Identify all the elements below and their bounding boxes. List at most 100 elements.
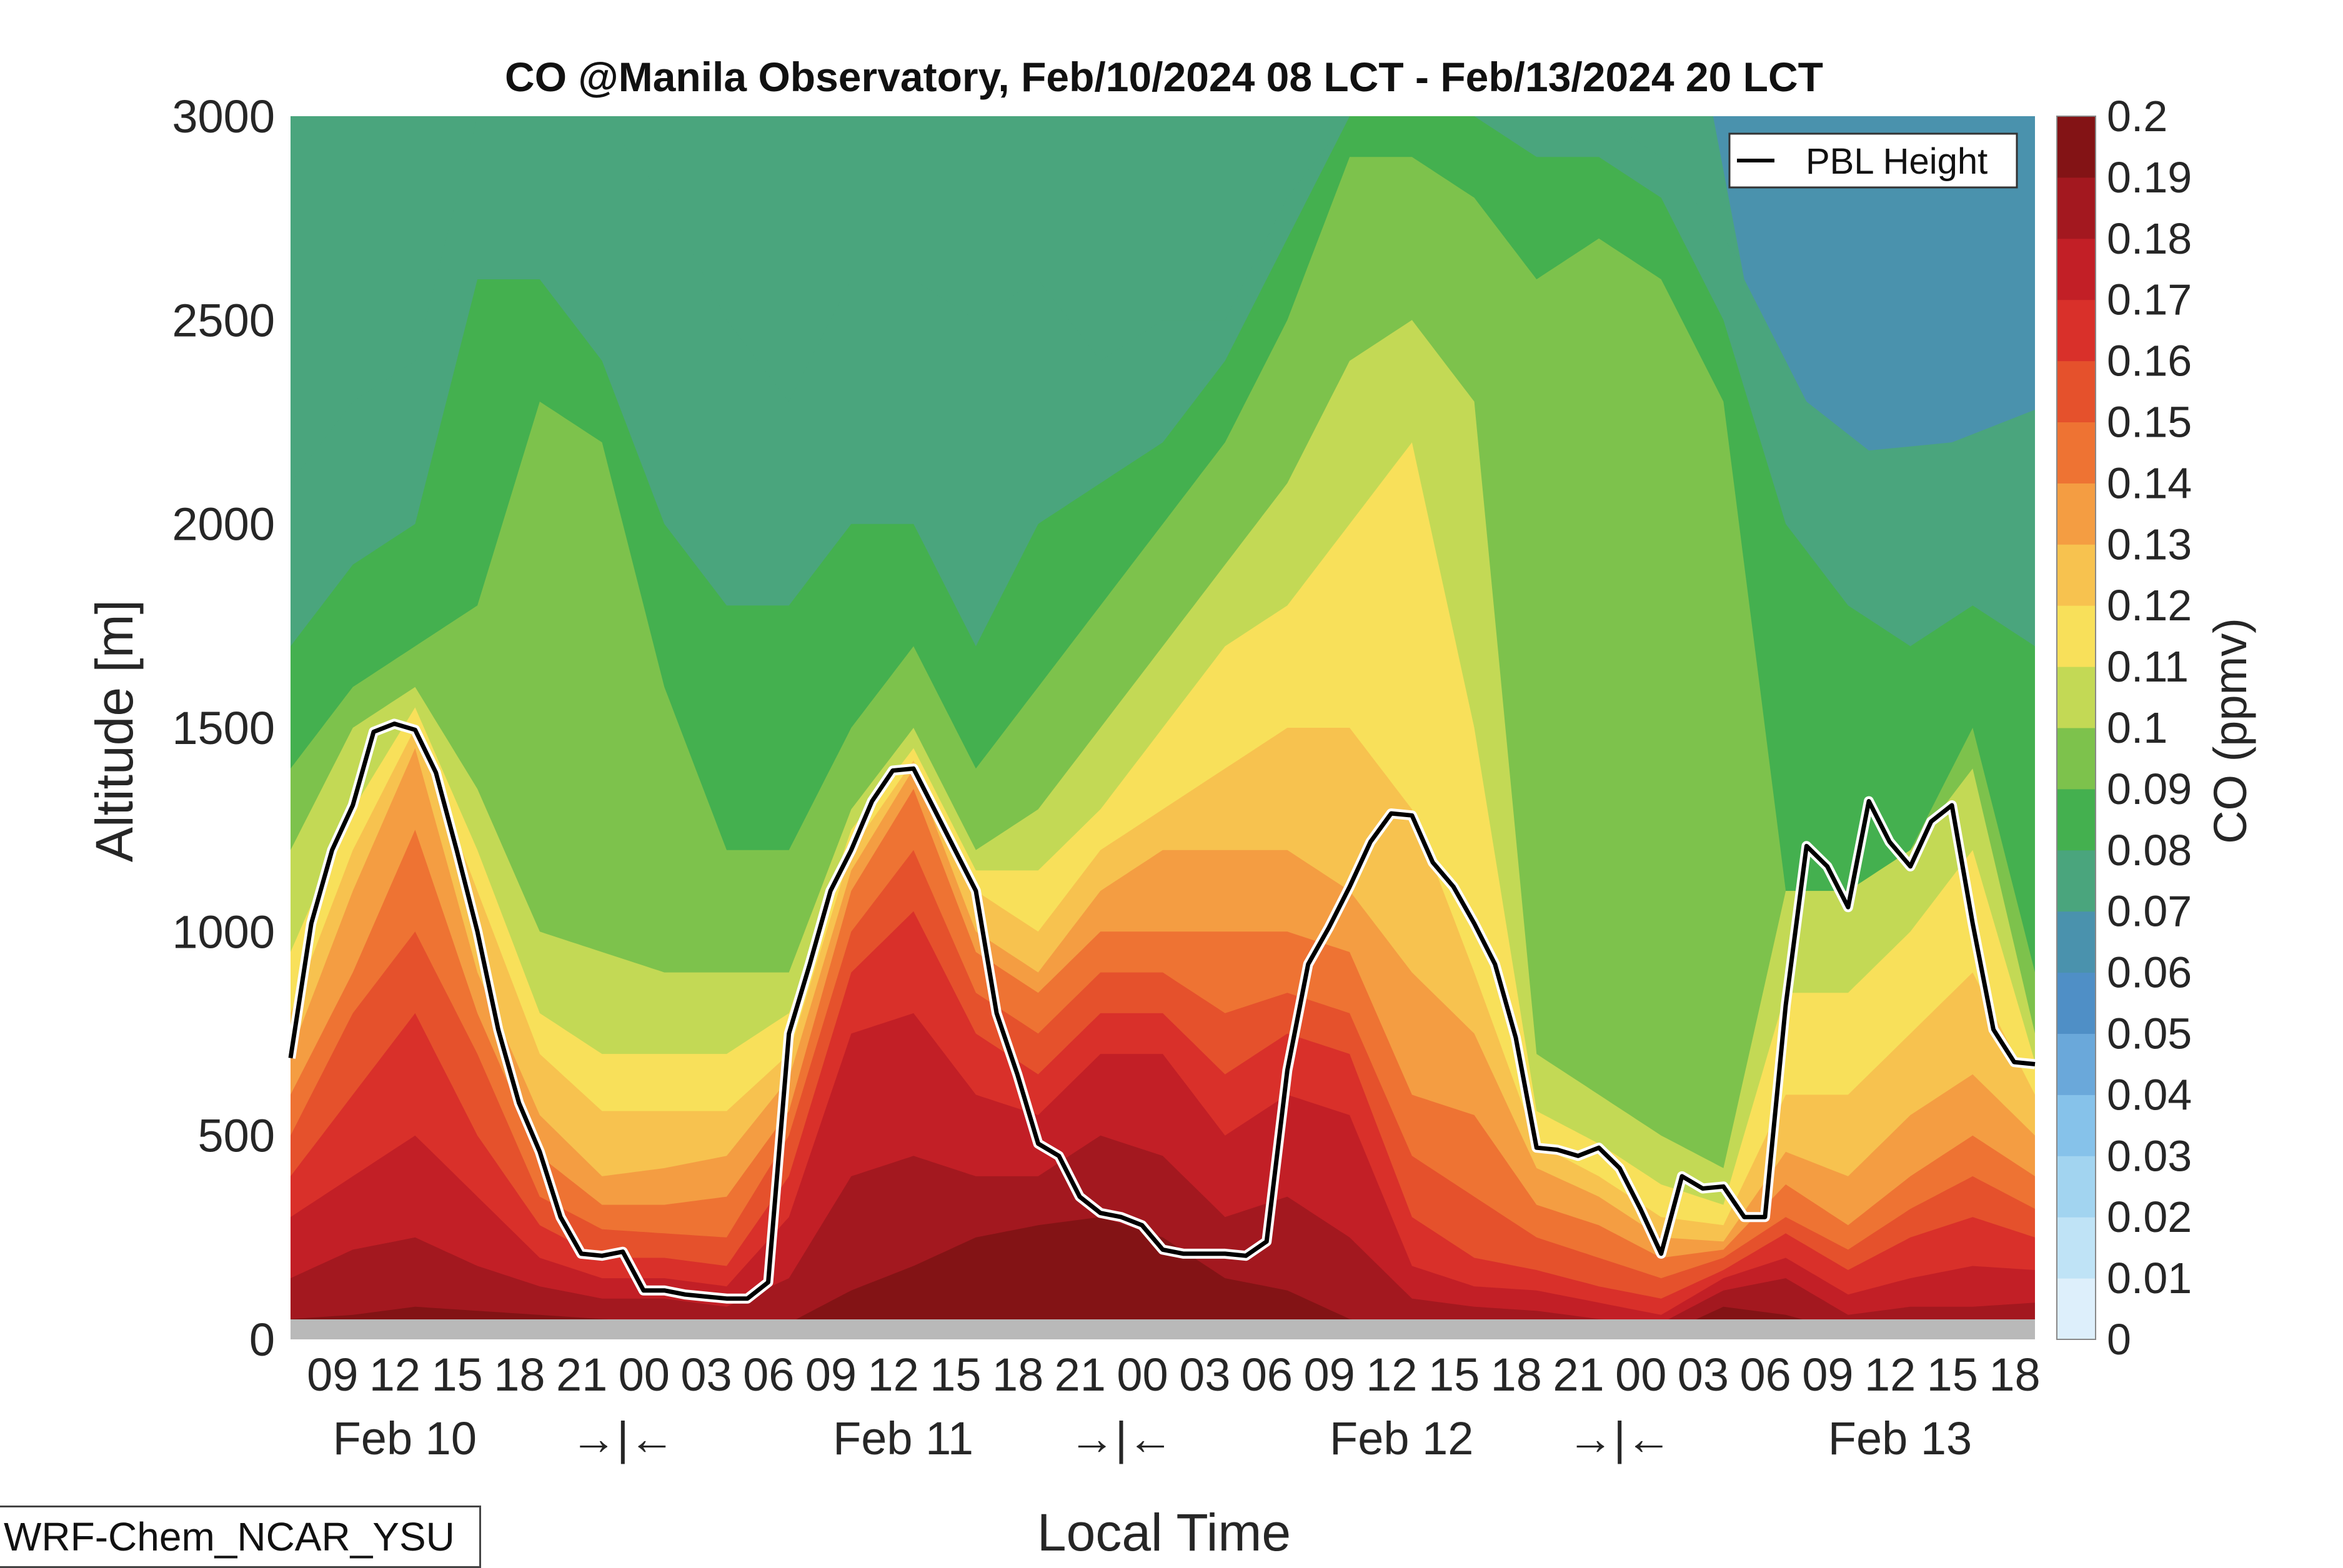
legend-box <box>1728 132 2018 189</box>
plot-area <box>286 116 2036 1339</box>
colorbar-swatch <box>2057 299 2096 362</box>
x-day-label: Feb 10 <box>333 1412 477 1464</box>
colorbar-tick-label: 0.11 <box>2107 642 2189 691</box>
x-day-label: →|← <box>1568 1412 1672 1464</box>
colorbar-swatch <box>2057 422 2096 484</box>
x-tick-label: 09 <box>1802 1349 1853 1401</box>
x-tick-label: 09 <box>1304 1349 1355 1401</box>
x-tick-label: 18 <box>992 1349 1043 1401</box>
legend-pbl-label: PBL Height <box>1806 141 1987 182</box>
colorbar-tick-label: 0.19 <box>2107 153 2192 202</box>
colorbar-tick-label: 0.05 <box>2107 1010 2192 1058</box>
co-band-0.06-pocket <box>1713 116 2035 451</box>
colorbar-tick-label: 0.02 <box>2107 1193 2192 1241</box>
colorbar-tick-label: 0.16 <box>2107 337 2192 385</box>
colorbar-tick-label: 0.08 <box>2107 826 2192 875</box>
colorbar-tick-label: 0.03 <box>2107 1131 2192 1180</box>
colorbar-tick-label: 0.18 <box>2107 214 2192 263</box>
x-tick-label: 15 <box>1927 1349 1978 1401</box>
x-day-label: Feb 13 <box>1828 1412 1972 1464</box>
y-tick-label: 3000 <box>172 91 275 142</box>
y-tick-label: 1500 <box>172 702 275 754</box>
x-tick-label: 21 <box>1055 1349 1106 1401</box>
colorbar-swatch <box>2057 972 2096 1034</box>
x-tick-label: 12 <box>1366 1349 1417 1401</box>
x-day-label: →|← <box>570 1412 675 1464</box>
x-tick-label: 06 <box>1740 1349 1791 1401</box>
x-tick-label: 03 <box>1179 1349 1230 1401</box>
x-tick-label: 00 <box>1117 1349 1168 1401</box>
colorbar-swatch <box>2057 667 2096 728</box>
x-tick-label: 09 <box>307 1349 358 1401</box>
colorbar-swatch <box>2057 728 2096 790</box>
colorbar-swatch <box>2057 238 2096 300</box>
model-label: WRF-Chem_NCAR_YSU <box>0 1506 481 1568</box>
colorbar-outline <box>2056 116 2096 1340</box>
y-axis-label: Altitude [m] <box>85 600 144 862</box>
colorbar-swatch <box>2057 911 2096 973</box>
x-tick-label: 00 <box>1615 1349 1666 1401</box>
colorbar-swatch <box>2057 360 2096 422</box>
colorbar-swatch <box>2057 483 2096 545</box>
x-tick-label: 03 <box>1678 1349 1729 1401</box>
colorbar-swatch <box>2057 116 2096 178</box>
x-tick-label: 21 <box>556 1349 607 1401</box>
colorbar-tick-label: 0.15 <box>2107 398 2192 447</box>
colorbar-swatch <box>2057 788 2096 851</box>
x-tick-label: 18 <box>1491 1349 1542 1401</box>
surface-strip <box>291 1319 2035 1339</box>
x-tick-label: 12 <box>369 1349 420 1401</box>
colorbar-swatch <box>2057 605 2096 667</box>
colorbar-tick-label: 0.07 <box>2107 887 2192 936</box>
colorbar-tick-label: 0 <box>2107 1315 2131 1364</box>
colorbar-swatch <box>2057 1033 2096 1095</box>
colorbar: 0 0.01 0.02 0.03 0.04 0.05 0.06 0.07 0.08 0.09 0.1… <box>2056 92 2192 1364</box>
x-axis-day-labels: Feb 10 →|← Feb 11 →|← Feb 12 →|← Feb 13 <box>333 1412 1972 1464</box>
y-axis-ticks: 0 500 1000 1500 2000 2500 3000 <box>172 91 275 1366</box>
x-tick-label: 15 <box>432 1349 483 1401</box>
y-tick-label: 2500 <box>172 294 275 346</box>
x-tick-label: 18 <box>1989 1349 2040 1401</box>
x-tick-label: 21 <box>1553 1349 1604 1401</box>
colorbar-swatch <box>2057 1094 2096 1156</box>
colorbar-swatch <box>2057 850 2096 912</box>
y-tick-label: 1000 <box>172 906 275 958</box>
colorbar-tick-label: 0.04 <box>2107 1070 2192 1119</box>
colorbar-tick-label: 0.09 <box>2107 765 2192 813</box>
colorbar-tick-label: 0.17 <box>2107 275 2192 324</box>
co-band-0.2 <box>291 1217 2035 1339</box>
colorbar-tick-label: 0.01 <box>2107 1254 2192 1303</box>
legend: PBL Height <box>1728 132 2018 189</box>
x-axis-hour-ticks: 09 12 15 18 21 00 03 06 09 12 15 18 21 00 03 06 09 12 15 18… <box>307 1349 2041 1401</box>
y-tick-label: 2000 <box>172 499 275 550</box>
x-axis-label: Local Time <box>1037 1503 1291 1562</box>
pbl-height-line <box>288 722 2036 1301</box>
x-tick-label: 18 <box>494 1349 545 1401</box>
x-tick-label: 12 <box>868 1349 919 1401</box>
x-tick-label: 12 <box>1864 1349 1916 1401</box>
x-day-label: Feb 11 <box>833 1412 973 1464</box>
x-tick-label: 09 <box>805 1349 857 1401</box>
x-day-label: →|← <box>1069 1412 1173 1464</box>
colorbar-tick-label: 0.12 <box>2107 581 2192 630</box>
colorbar-swatch <box>2057 544 2096 606</box>
pbl-height-series <box>286 718 2036 1304</box>
colorbar-swatch <box>2057 177 2096 239</box>
colorbar-tick-label: 0.13 <box>2107 520 2192 568</box>
co-concentration-field <box>291 116 2035 1339</box>
colorbar-swatch <box>2057 1278 2096 1340</box>
colorbar-swatch <box>2057 1217 2096 1279</box>
x-tick-label: 06 <box>1241 1349 1293 1401</box>
x-tick-label: 15 <box>1428 1349 1480 1401</box>
x-tick-label: 00 <box>619 1349 670 1401</box>
chart-title: CO @Manila Observatory, Feb/10/2024 08 L… <box>505 54 1823 100</box>
colorbar-tick-label: 0.06 <box>2107 948 2192 997</box>
y-tick-label: 0 <box>249 1314 275 1366</box>
colorbar-tick-label: 0.14 <box>2107 459 2192 507</box>
y-tick-label: 500 <box>198 1110 275 1162</box>
colorbar-swatch <box>2057 1156 2096 1218</box>
x-tick-label: 06 <box>743 1349 794 1401</box>
colorbar-tick-label: 0.1 <box>2107 703 2167 752</box>
x-tick-label: 15 <box>930 1349 981 1401</box>
